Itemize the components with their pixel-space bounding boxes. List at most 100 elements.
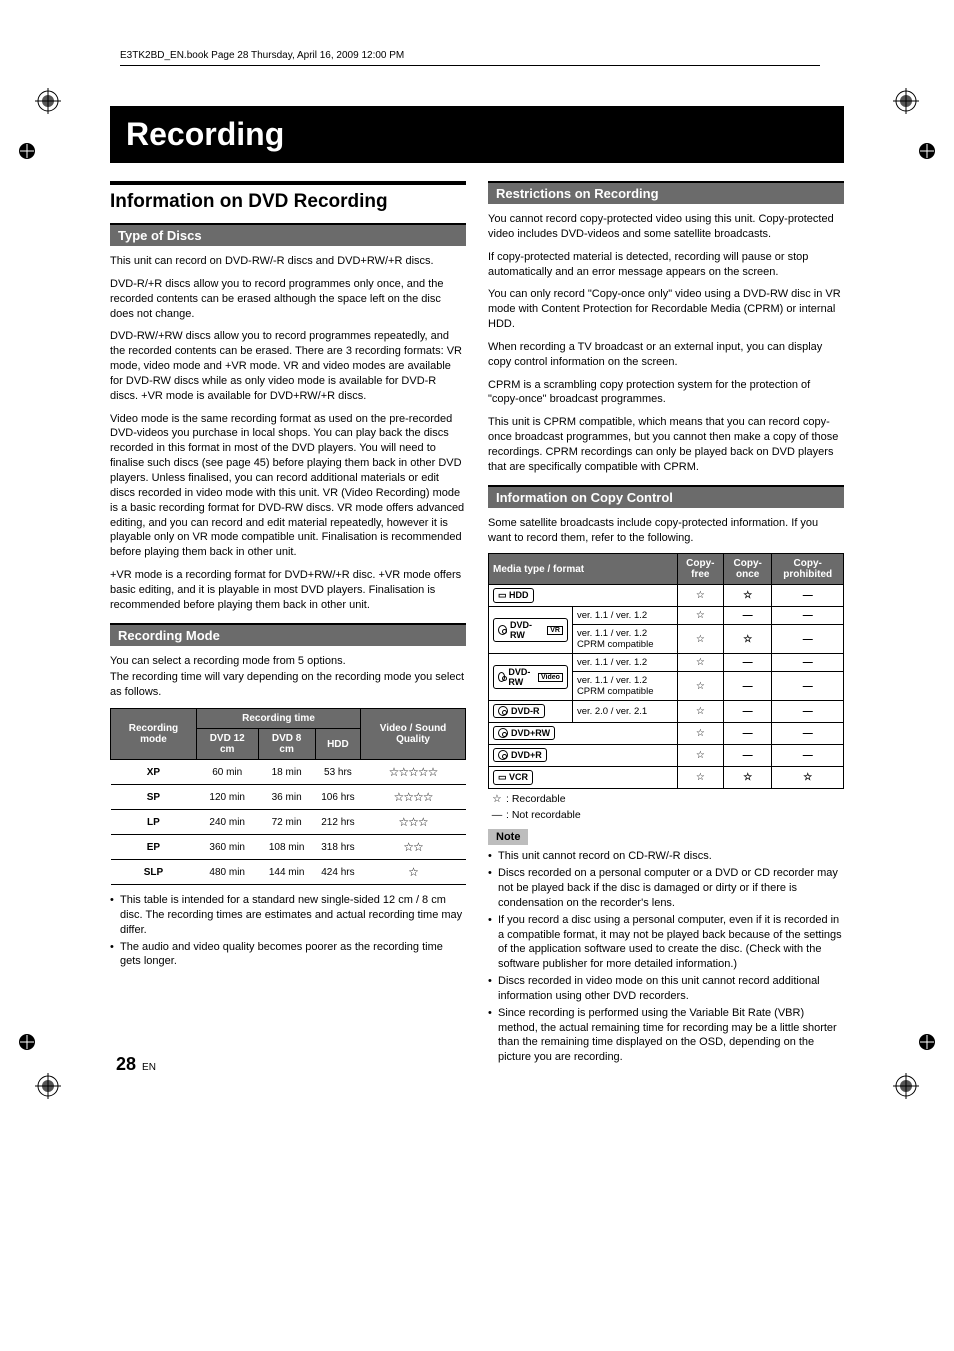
table-cell: 424 hrs <box>315 860 360 885</box>
table-cell: ☆ <box>677 701 723 723</box>
subsection-bar: Type of Discs <box>110 223 466 246</box>
table-cell: 18 min <box>258 760 315 785</box>
align-mark-icon <box>18 1033 36 1051</box>
table-cell: ☆ <box>677 654 723 672</box>
table-cell: ▭ HDD <box>489 585 678 607</box>
table-cell: — <box>723 607 772 625</box>
subsection-bar: Restrictions on Recording <box>488 181 844 204</box>
body-text: You can only record "Copy-once only" vid… <box>488 287 844 332</box>
list-item: This table is intended for a standard ne… <box>110 893 466 938</box>
align-mark-icon <box>18 142 36 160</box>
th-quality: Video / Sound Quality <box>361 709 466 760</box>
legend-not-recordable: —: Not recordable <box>488 809 844 821</box>
table-cell: ☆ <box>677 585 723 607</box>
body-text: You can select a recording mode from 5 o… <box>110 654 466 669</box>
table-cell: — <box>772 745 844 767</box>
th-copy-once: Copy-once <box>723 554 772 585</box>
body-text: You cannot record copy-protected video u… <box>488 212 844 242</box>
table-cell: — <box>772 607 844 625</box>
table-cell: 212 hrs <box>315 810 360 835</box>
right-column: Restrictions on Recording You cannot rec… <box>488 181 844 1067</box>
list-item: The audio and video quality becomes poor… <box>110 940 466 970</box>
body-text: CPRM is a scrambling copy protection sys… <box>488 378 844 408</box>
table-cell: 120 min <box>196 785 258 810</box>
vcr-icon: ▭ VCR <box>493 770 533 785</box>
table-cell: ☆ <box>677 767 723 789</box>
body-text: Some satellite broadcasts include copy-p… <box>488 516 844 546</box>
table-cell: ☆☆☆☆ <box>361 785 466 810</box>
body-text: DVD-RW/+RW discs allow you to record pro… <box>110 329 466 403</box>
table-cell: ☆ <box>677 723 723 745</box>
copy-control-table: Media type / format Copy-free Copy-once … <box>488 553 844 789</box>
recording-mode-table: Recording mode Recording time Video / So… <box>110 708 466 885</box>
th-hdd: HDD <box>315 729 360 760</box>
legend-recordable: ☆: Recordable <box>488 793 844 805</box>
list-item: Since recording is performed using the V… <box>488 1006 844 1065</box>
th-dvd8: DVD 8 cm <box>258 729 315 760</box>
table-cell: 144 min <box>258 860 315 885</box>
th-dvd12: DVD 12 cm <box>196 729 258 760</box>
list-item: This unit cannot record on CD-RW/-R disc… <box>488 849 844 864</box>
body-text: +VR mode is a recording format for DVD+R… <box>110 568 466 613</box>
th-media: Media type / format <box>489 554 678 585</box>
body-text: This unit can record on DVD-RW/-R discs … <box>110 254 466 269</box>
table-cell: 360 min <box>196 835 258 860</box>
body-text: The recording time will vary depending o… <box>110 670 466 700</box>
th-rectime: Recording time <box>196 709 360 729</box>
table-cell: — <box>723 654 772 672</box>
table-cell: XP <box>111 760 197 785</box>
table-cell: — <box>772 585 844 607</box>
table-cell: ☆ <box>723 585 772 607</box>
table-cell: ☆ <box>361 860 466 885</box>
table-cell: 480 min <box>196 860 258 885</box>
disc-icon: DVD-RWVR <box>493 618 568 642</box>
crop-mark-icon <box>35 1073 61 1099</box>
section-heading: Information on DVD Recording <box>110 181 466 213</box>
crop-mark-icon <box>35 88 61 114</box>
table-cell: ☆ <box>772 767 844 789</box>
table-cell: 240 min <box>196 810 258 835</box>
table-cell: DVD-R <box>489 701 573 723</box>
table-cell: ver. 1.1 / ver. 1.2 <box>572 607 677 625</box>
align-mark-icon <box>918 1033 936 1051</box>
table-cell: ☆ <box>677 745 723 767</box>
disc-icon: DVD-RWVideo <box>493 665 568 689</box>
subsection-bar: Information on Copy Control <box>488 485 844 508</box>
table-cell: — <box>772 723 844 745</box>
table-cell: ☆ <box>723 625 772 654</box>
table-cell: ☆☆ <box>361 835 466 860</box>
table-cell: 318 hrs <box>315 835 360 860</box>
hdd-icon: ▭ HDD <box>493 588 534 603</box>
table-cell: DVD-RWVideo <box>489 654 573 701</box>
table-cell: ver. 1.1 / ver. 1.2 CPRM compatible <box>572 625 677 654</box>
table-cell: DVD-RWVR <box>489 607 573 654</box>
table-cell: ☆ <box>677 625 723 654</box>
body-text: If copy-protected material is detected, … <box>488 250 844 280</box>
table-cell: ☆☆☆☆☆ <box>361 760 466 785</box>
th-copy-free: Copy-free <box>677 554 723 585</box>
page-title: Recording <box>110 106 844 163</box>
table-cell: — <box>772 625 844 654</box>
disc-icon: DVD+RW <box>493 726 555 740</box>
body-text: This unit is CPRM compatible, which mean… <box>488 415 844 474</box>
table-cell: 72 min <box>258 810 315 835</box>
disc-icon: DVD-R <box>493 704 545 718</box>
table-cell: DVD+RW <box>489 723 678 745</box>
subsection-bar: Recording Mode <box>110 623 466 646</box>
disc-icon: DVD+R <box>493 748 547 762</box>
table-cell: 106 hrs <box>315 785 360 810</box>
table-cell: ▭ VCR <box>489 767 678 789</box>
th-copy-prohibited: Copy-prohibited <box>772 554 844 585</box>
align-mark-icon <box>918 142 936 160</box>
table-cell: ver. 1.1 / ver. 1.2 CPRM compatible <box>572 672 677 701</box>
body-text: Video mode is the same recording format … <box>110 412 466 560</box>
table-cell: ver. 2.0 / ver. 2.1 <box>572 701 677 723</box>
table-cell: — <box>723 701 772 723</box>
table-cell: ☆☆☆ <box>361 810 466 835</box>
table-cell: ☆ <box>677 672 723 701</box>
table-cell: — <box>723 745 772 767</box>
list-item: Discs recorded in video mode on this uni… <box>488 974 844 1004</box>
table-cell: DVD+R <box>489 745 678 767</box>
body-text: DVD-R/+R discs allow you to record progr… <box>110 277 466 322</box>
body-text: When recording a TV broadcast or an exte… <box>488 340 844 370</box>
